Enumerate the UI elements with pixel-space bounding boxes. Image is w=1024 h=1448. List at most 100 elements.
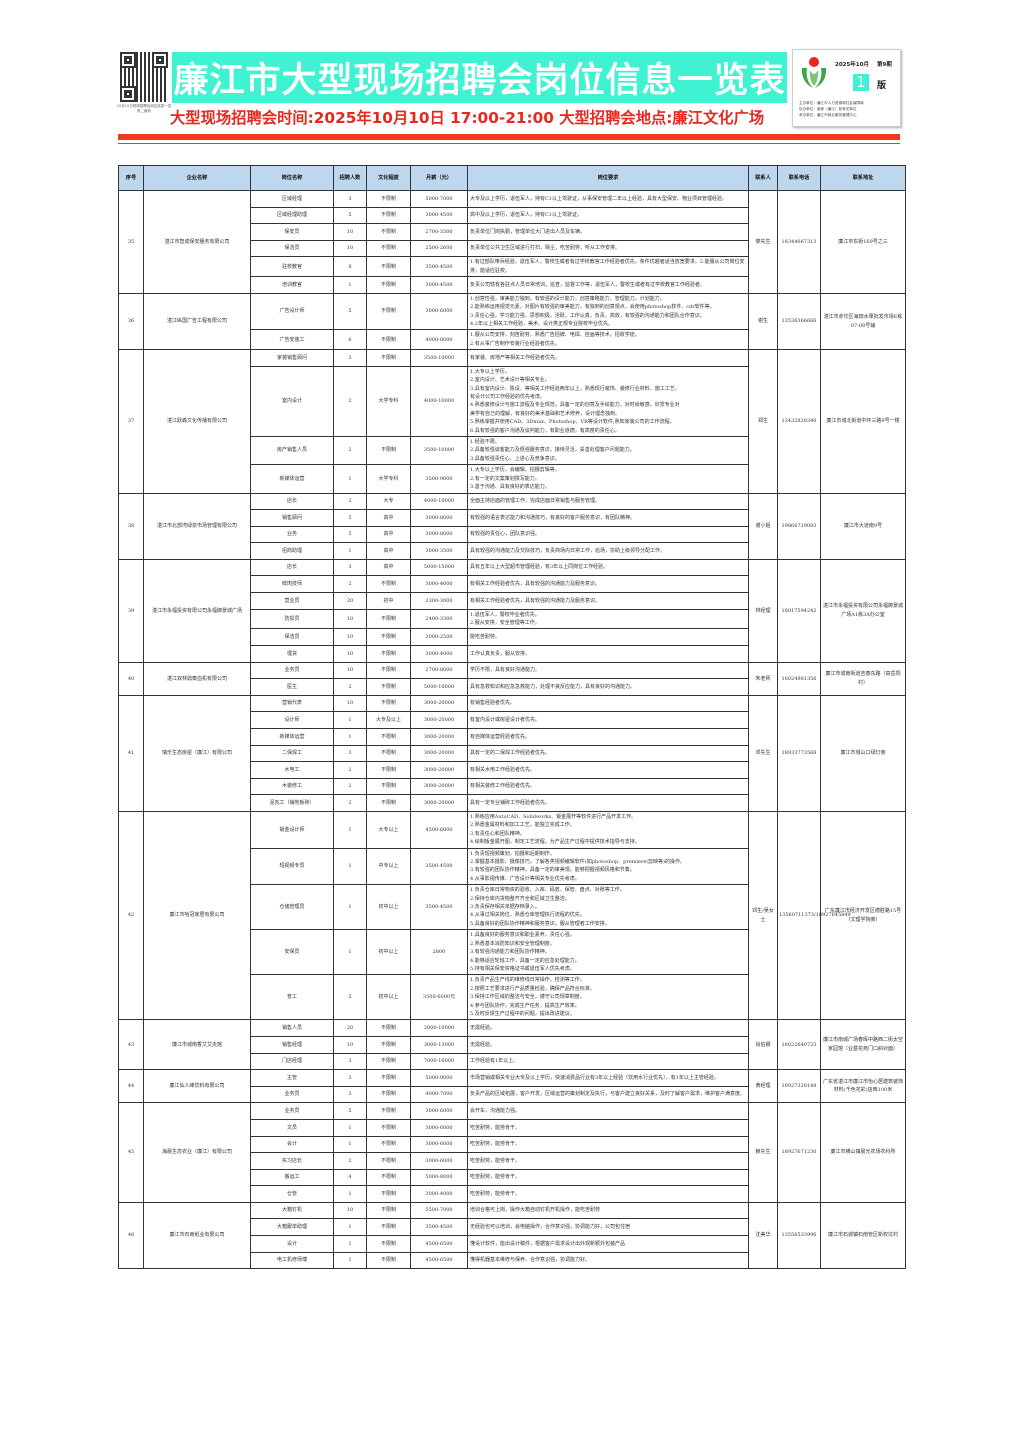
contact-person: 谢小姐 — [748, 492, 778, 560]
requirement-line: 1.熟练应用AutoCAD、Solidworks、钣金展开等软件进行产品开发工作… — [470, 814, 637, 820]
headcount: 10 — [333, 608, 367, 630]
requirements: 有相关装修工作经验者优先。 — [467, 777, 749, 796]
requirement-line: 1.退伍军人，警校毕业者优先。 — [470, 611, 540, 618]
requirements: 学历不限，具有良好沟通能力。 — [467, 661, 749, 680]
position-title: 大箱钉机 — [250, 1201, 334, 1220]
position-title: 业务 — [250, 525, 334, 544]
contact-phone: 19866719093 — [777, 492, 821, 560]
requirement-line: 2.能熟练运用视觉元素，对图片有较强的审美能力，有独到的创意观点，会使用phot… — [470, 304, 715, 311]
requirement-line: 1.服从公司安排，刻苦耐劳，熟悉广告招牌、电焊、挂画等技术，招收学徒。 — [470, 332, 640, 339]
headcount: 3 — [333, 1052, 367, 1071]
headcount: 20 — [333, 1019, 367, 1037]
seq-cell: 39 — [118, 558, 144, 663]
contact-phone: 19927328148 — [777, 1069, 821, 1104]
seq-cell: 45 — [118, 1102, 144, 1203]
requirement-line: 2.按照工艺要求进行产品质量检验，确保产品符合标准。 — [470, 985, 595, 992]
requirement-line: 负责单位门岗执勤，管理单位大门进出人员及车辆。 — [470, 228, 586, 235]
headcount: 2 — [333, 436, 367, 466]
salary: 2700-3300 — [410, 223, 468, 241]
salary: 3000-20000 — [410, 728, 468, 746]
requirement-line: 4.从事影视传媒、广告设计等相关专业优先考虑。 — [470, 875, 580, 882]
education: 不限制 — [366, 761, 411, 779]
bureau-logo-icon — [801, 57, 827, 88]
requirement-line: 4.从事过相关岗位，熟悉仓库管理执行流程的优先。 — [470, 912, 585, 919]
education: 不限制 — [366, 190, 411, 208]
education: 不限制 — [366, 1035, 411, 1054]
table-row: 仓管 1 不限制 3000-4000 吃苦耐劳，能劳肯干。 — [119, 1185, 906, 1203]
requirement-line: 吃苦耐劳，能劳肯干。 — [470, 1141, 521, 1148]
headcount: 1 — [333, 884, 367, 931]
education: 不限制 — [366, 1152, 411, 1170]
position-title: 搬运工 — [250, 1168, 334, 1187]
headcount: 10 — [333, 661, 367, 680]
contact-person: 谢生 — [748, 292, 778, 351]
contact-person: 黎先生 — [748, 190, 778, 294]
requirements: 市场营销或相关专业大专及以上学历，快速消费品行业有3年以上经验（饮用水行业优先）… — [467, 1069, 749, 1087]
table-header-row: 序号 企业名称 岗位名称 招聘人数 文化程度 月薪（元） 岗位要求 联系人 联系电话 联系地址 — [118, 165, 906, 191]
position-title: 新媒体运营 — [250, 728, 334, 746]
headcount: 5 — [333, 974, 367, 1021]
contact-person: 肖伯娜 — [748, 1019, 778, 1071]
seq-cell: 44 — [118, 1069, 144, 1104]
contact-phone: 18022640723 — [777, 1019, 821, 1071]
position-title: 仓储管理员 — [250, 884, 334, 931]
requirements: 具有较强的沟通能力及交际技巧，负责商场内日常工作，巡场，协助上级领导分配工作。 — [467, 542, 749, 560]
contact-phone: 13432828340 — [777, 349, 821, 494]
requirement-line: 3.善于沟通、具有良好的表达能力。 — [470, 484, 550, 491]
divider — [118, 134, 900, 140]
issue-number: 第9期 — [877, 62, 892, 68]
requirement-line: 3.具有室内设计、陈设、等相关工作经验两年以上，熟悉现行装饰、装修行业材料、施工… — [470, 385, 680, 392]
contact-address: 廉江市横山镇晨光农场农科所 — [820, 1102, 906, 1203]
requirements: 懂得机器基本维修与保养，合作意识强，协调能力好。 — [467, 1251, 749, 1270]
education: 大专及以上 — [366, 711, 411, 730]
col-education-header: 文化程度 — [366, 165, 411, 191]
position-title: 新媒体运营 — [250, 464, 334, 494]
company-name: 湛江双林鼎泰血机有限公司 — [143, 661, 251, 696]
salary: 5000-10000 — [410, 678, 468, 696]
requirements: 有较强的责任心，团队意识强。 — [467, 525, 749, 544]
table-row: 36 湛江纵国广告工程有限公司 广告设计师 5 不限制 3000-6000 1.创意性强，审… — [118, 292, 906, 351]
requirements: 1.创意性强，审美能力独到，有较强的设计能力，创意策略能力，管理能力，计划能力。… — [467, 292, 749, 331]
requirement-line: 2.室内设计、艺术设计等相关专业。 — [470, 377, 550, 384]
table-row: 38 湛江市北部湾绿泉市场管理有限公司 店长 2 大专 4000-10000 全面主持店面的… — [118, 492, 906, 560]
table-row: 销售经理 10 不限制 3000-13000 无需经验。 — [119, 1035, 906, 1054]
position-title: 电工机修师傅 — [250, 1251, 334, 1270]
salary: 5500-7000 — [410, 1201, 468, 1220]
education: 大专以上 — [366, 811, 411, 849]
education: 不限制 — [366, 678, 411, 696]
headcount: 1 — [333, 1185, 367, 1203]
contact-address: 广东廉江市经济开发区德胜路15号（文理学院旁） — [820, 810, 906, 1021]
table-row: 42 廉江市哈冠家居有限公司 钣金设计师 1 大专以上 4500-6000 1.熟练应用Au… — [118, 810, 906, 1021]
headcount: 5 — [333, 509, 367, 527]
requirement-line: 工作经验有1年以上。 — [470, 1058, 519, 1065]
requirement-line: 3.有较强的团队协作精神，具备一定的审美观，能够把握视频风格和节奏。 — [470, 867, 635, 874]
contact-address: 湛江市赤坎区海田水果批发市场E栋07-08号铺 — [820, 292, 906, 351]
requirements: 有相关水电工作经验者优先。 — [467, 761, 749, 779]
seq-cell: 38 — [118, 492, 144, 560]
salary: 4000-10000 — [410, 492, 468, 511]
headcount: 6 — [333, 329, 367, 351]
education: 不限制 — [366, 794, 411, 812]
position-title: 销售经理 — [250, 1035, 334, 1054]
education: 不限制 — [366, 1235, 411, 1253]
headcount: 3 — [333, 558, 367, 577]
position-title: 主管 — [250, 1069, 334, 1087]
requirement-line: 吃苦耐劳，能劳肯干。 — [470, 1124, 521, 1131]
requirements: 懂设计软件，能出设计稿件，根据客户需求设计出外观新颖外包装产品 — [467, 1235, 749, 1253]
requirements: 吃苦耐劳，能劳肯干。 — [467, 1118, 749, 1137]
education: 中专以上 — [366, 847, 411, 886]
requirements: 培训合格可上岗，操作大箱自动钉机开机操作，能吃苦耐劳 — [467, 1201, 749, 1220]
position-title: 广告设计师 — [250, 292, 334, 331]
education: 高中 — [366, 525, 411, 544]
table-row: 室内设计 2 大学专科 4000-10000 1.大专以上学历。 2.室内设计、艺术设计等… — [119, 365, 906, 438]
education: 不限制 — [366, 223, 411, 241]
position-title: 房产销售人员 — [250, 436, 334, 466]
table-row: 46 廉江市石南纸业有限公司 大箱钉机 10 不限制 5500-7000 培训合格可上岗，操… — [118, 1201, 906, 1270]
salary: 3000-4000 — [410, 645, 468, 663]
requirements: 有自媒体运营经验者优先。 — [467, 728, 749, 746]
headcount: 2 — [333, 492, 367, 511]
position-title: 家装销售顾问 — [250, 349, 334, 367]
company-name: 廉江市哈冠家居有限公司 — [143, 810, 251, 1021]
position-title: 保洁员 — [250, 239, 334, 258]
requirement-line: 吃苦耐劳，能劳肯干。 — [470, 1174, 521, 1181]
